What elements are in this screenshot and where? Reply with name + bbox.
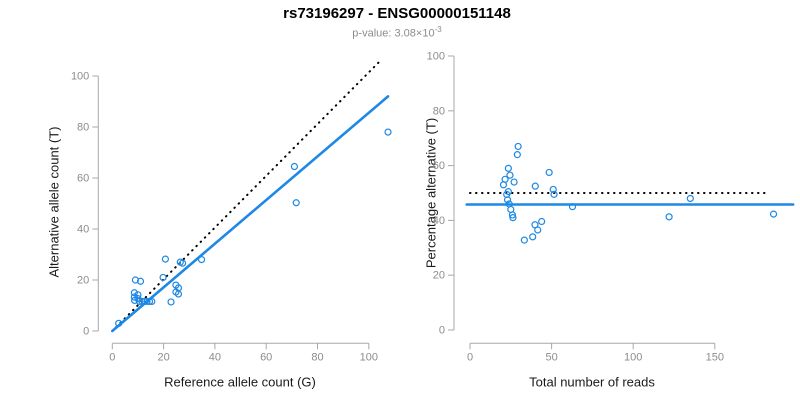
data-point — [135, 297, 144, 306]
pvalue-exponent: -3 — [434, 25, 442, 34]
data-point — [529, 233, 537, 241]
y-tick-label: 40 — [433, 215, 445, 227]
left-x-axis-label: Reference allele count (G) — [164, 374, 316, 390]
fit-line — [111, 95, 390, 333]
y-tick-label: 0 — [83, 326, 89, 338]
x-tick-label: 50 — [545, 351, 557, 363]
data-point — [520, 236, 528, 244]
data-point — [534, 226, 542, 234]
data-point — [134, 291, 142, 299]
data-point — [161, 255, 169, 263]
identity-line — [115, 58, 383, 329]
data-point — [549, 185, 557, 194]
right-x-axis-label: Total number of reads — [529, 374, 655, 390]
x-tick-label: 80 — [311, 351, 323, 363]
data-point — [115, 319, 123, 327]
data-point — [131, 296, 139, 304]
y-tick-label: 20 — [77, 275, 89, 287]
y-tick-label: 0 — [439, 325, 445, 337]
x-tick-label: 20 — [157, 351, 169, 363]
y-tick-label: 80 — [77, 122, 89, 134]
data-point — [538, 217, 546, 226]
data-point — [665, 213, 673, 221]
data-point — [197, 256, 206, 264]
y-tick-label: 20 — [433, 270, 445, 282]
plot-subtitle: p-value: 3.08×10-3 — [0, 25, 794, 40]
y-tick-label: 100 — [427, 51, 445, 63]
x-tick-label: 100 — [360, 351, 378, 363]
data-point — [143, 297, 151, 306]
y-tick-label: 40 — [77, 224, 89, 236]
data-point — [545, 168, 553, 177]
x-tick-label: 150 — [706, 351, 724, 363]
y-tick-label: 60 — [433, 160, 445, 172]
data-point — [130, 289, 138, 297]
x-tick-label: 60 — [260, 351, 272, 363]
data-point — [514, 142, 522, 151]
data-point — [550, 190, 558, 198]
x-tick-label: 0 — [109, 351, 115, 363]
data-point — [503, 196, 512, 204]
data-point — [148, 297, 156, 306]
data-point — [506, 171, 514, 179]
data-point — [504, 164, 512, 172]
data-point — [509, 214, 517, 222]
data-point — [769, 210, 778, 218]
data-point — [141, 297, 149, 306]
data-point — [292, 199, 300, 207]
pvalue-text: p-value: 3.08×10 — [352, 27, 435, 40]
data-point — [136, 277, 145, 285]
y-tick-label: 100 — [71, 71, 89, 83]
data-point — [138, 297, 146, 306]
data-point — [513, 151, 521, 159]
x-tick-label: 40 — [209, 351, 221, 363]
data-point — [145, 297, 154, 306]
data-point — [508, 211, 517, 219]
data-point — [531, 182, 539, 190]
x-tick-label: 0 — [467, 351, 473, 363]
data-point — [686, 194, 694, 203]
data-point — [131, 276, 139, 284]
data-point — [290, 162, 299, 171]
data-point — [499, 181, 508, 189]
data-point — [178, 259, 187, 267]
data-point — [384, 128, 392, 136]
data-point — [159, 273, 167, 282]
data-point — [167, 298, 175, 306]
data-point — [568, 203, 577, 211]
data-point — [174, 290, 183, 298]
y-tick-label: 60 — [77, 173, 89, 185]
y-tick-label: 80 — [433, 105, 445, 117]
plot-title: rs73196297 - ENSG00000151148 — [283, 5, 511, 22]
data-point — [510, 178, 518, 186]
x-tick-label: 100 — [624, 351, 642, 363]
data-point — [130, 293, 138, 301]
